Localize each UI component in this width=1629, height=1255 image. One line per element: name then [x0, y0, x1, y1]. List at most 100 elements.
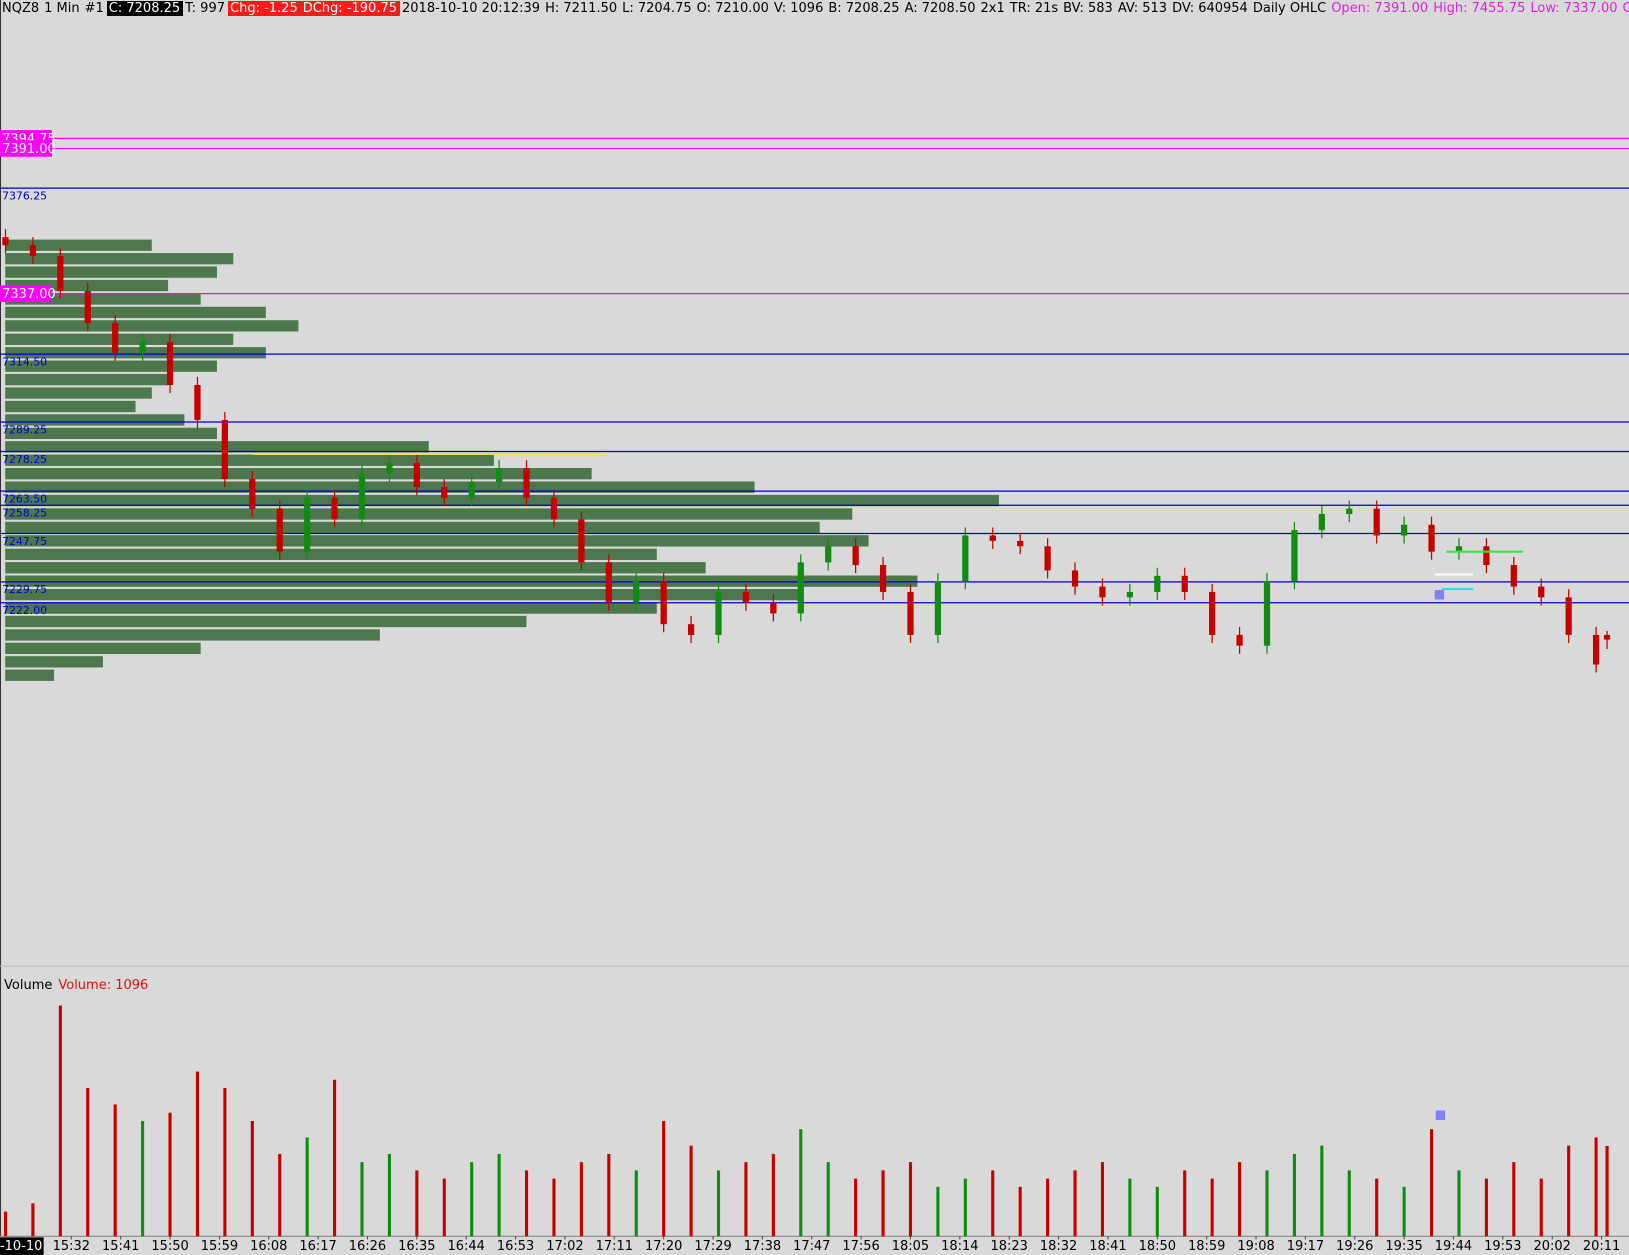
candle-body — [687, 624, 695, 635]
candle-body — [1154, 575, 1161, 592]
candle-body — [276, 508, 283, 552]
marker-square — [1435, 1110, 1446, 1120]
volume-bar — [854, 1178, 858, 1237]
profile-bar — [5, 629, 380, 641]
volume-bar — [1100, 1162, 1105, 1237]
header-field: Chg: -1.25 — [228, 1, 301, 16]
profile-bar — [5, 441, 429, 453]
level-label: 7376.25 — [2, 189, 47, 202]
profile-bar — [5, 481, 755, 493]
candle-body — [633, 581, 640, 603]
x-tick-label: 19:35 — [1385, 1239, 1422, 1254]
header-field: Close: 7 — [1622, 1, 1629, 16]
profile-bar — [5, 642, 201, 655]
profile-bar — [5, 669, 55, 681]
level-label: 7391.00 — [2, 142, 56, 157]
volume-title: Volume — [4, 978, 53, 993]
volume-bar — [1347, 1170, 1351, 1237]
volume-bar — [470, 1162, 474, 1237]
volume-bar — [1605, 1145, 1609, 1237]
volume-bar — [1402, 1186, 1406, 1237]
volume-bar — [1320, 1145, 1324, 1237]
volume-bar — [1375, 1178, 1379, 1237]
x-tick-label: 18:14 — [941, 1239, 978, 1254]
date-label: -10-10 — [0, 1239, 42, 1254]
profile-bar — [5, 508, 853, 520]
x-tick-label: 16:08 — [250, 1239, 287, 1254]
candle-body — [413, 462, 420, 488]
x-tick-label: 17:29 — [694, 1239, 731, 1254]
profile-bar — [5, 656, 103, 668]
candle-body — [797, 562, 804, 614]
marker-square — [1434, 590, 1445, 600]
profile-bar — [5, 279, 169, 292]
x-tick-label: 16:53 — [497, 1239, 534, 1254]
level-label-bg — [0, 285, 52, 302]
header-field: O: 7210.00 — [696, 1, 769, 16]
candle-body — [441, 487, 448, 498]
profile-bar — [5, 400, 136, 413]
date-label-bg — [0, 1237, 44, 1255]
header-field: AV: 513 — [1117, 1, 1168, 16]
volume-bar — [634, 1170, 638, 1237]
volume-bar — [1594, 1137, 1598, 1237]
profile-bar — [5, 333, 234, 345]
candle-body — [1401, 524, 1408, 536]
volume-bar — [113, 1104, 117, 1237]
volume-bar — [662, 1120, 666, 1237]
profile-bar — [5, 387, 152, 399]
candle-body — [1126, 591, 1133, 598]
candle-body — [194, 384, 201, 420]
volume-bar — [305, 1137, 309, 1237]
volume-bar — [1539, 1178, 1543, 1237]
volume-bar — [799, 1129, 803, 1237]
candle-body — [660, 581, 667, 625]
level-label: 7337.00 — [2, 287, 56, 302]
x-tick-label: 15:59 — [201, 1239, 238, 1254]
volume-bar — [442, 1178, 446, 1237]
header-field: H: 7211.50 — [545, 1, 618, 16]
candle-body — [112, 323, 119, 353]
candle-body — [715, 591, 722, 635]
volume-bar — [1429, 1129, 1434, 1237]
profile-bar — [5, 306, 266, 319]
x-tick-label: 15:32 — [53, 1239, 90, 1254]
header-field: A: 7208.50 — [904, 1, 976, 16]
x-tick-label: 18:59 — [1188, 1239, 1225, 1254]
candle-body — [57, 255, 64, 291]
candle-body — [468, 481, 475, 498]
candle-body — [304, 497, 311, 552]
volume-bar — [1457, 1170, 1461, 1237]
volume-bar — [497, 1153, 501, 1237]
candle-body — [1099, 586, 1106, 598]
x-tick-label: 19:53 — [1484, 1239, 1521, 1254]
volume-bar — [579, 1162, 583, 1237]
level-label: 7263.50 — [2, 492, 47, 505]
candle-body — [1565, 597, 1572, 635]
x-tick-label: 18:23 — [991, 1239, 1028, 1254]
header-field: L: 7204.75 — [622, 1, 692, 16]
volume-bar — [333, 1079, 337, 1237]
x-tick-label: 19:17 — [1287, 1239, 1324, 1254]
volume-bar — [58, 1005, 62, 1237]
candle-body — [1291, 530, 1298, 582]
header-field: V: 1096 — [773, 1, 824, 16]
volume-bar — [86, 1087, 90, 1237]
volume-bar — [908, 1162, 913, 1237]
profile-bar — [5, 360, 217, 372]
candle-body — [221, 419, 228, 480]
candle-body — [29, 245, 37, 256]
volume-bar — [360, 1162, 364, 1237]
level-label: 7278.25 — [2, 453, 47, 466]
candle-body — [962, 535, 969, 582]
volume-bar — [1484, 1178, 1488, 1237]
x-tick-label: 15:50 — [151, 1239, 188, 1254]
profile-bar — [5, 293, 201, 305]
volume-bar — [771, 1153, 775, 1237]
header-field: Low: 7337.00 — [1530, 1, 1618, 16]
x-tick-label: 19:26 — [1336, 1239, 1373, 1254]
volume-bar — [1128, 1178, 1132, 1237]
volume-bar — [1073, 1170, 1077, 1237]
candle-body — [1236, 634, 1243, 646]
header-field: DV: 640954 — [1172, 1, 1248, 16]
